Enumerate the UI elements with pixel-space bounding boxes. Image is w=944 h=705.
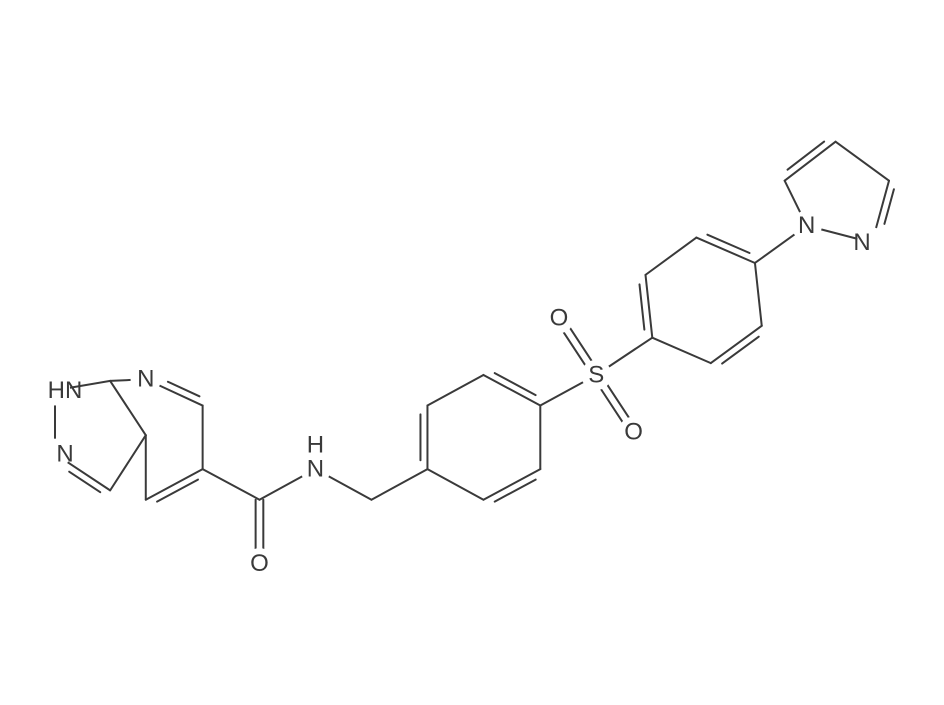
- svg-text:O: O: [624, 418, 643, 445]
- svg-text:H: H: [307, 432, 324, 459]
- svg-text:O: O: [250, 550, 269, 577]
- molecule-diagram: HNNNONHSOONN: [0, 0, 944, 705]
- svg-text:O: O: [550, 305, 569, 332]
- svg-text:N: N: [56, 440, 73, 467]
- svg-text:N: N: [137, 366, 154, 393]
- svg-text:N: N: [853, 229, 870, 256]
- svg-text:HN: HN: [48, 377, 83, 404]
- svg-text:N: N: [307, 456, 324, 483]
- svg-text:N: N: [798, 212, 815, 239]
- svg-text:S: S: [588, 361, 604, 388]
